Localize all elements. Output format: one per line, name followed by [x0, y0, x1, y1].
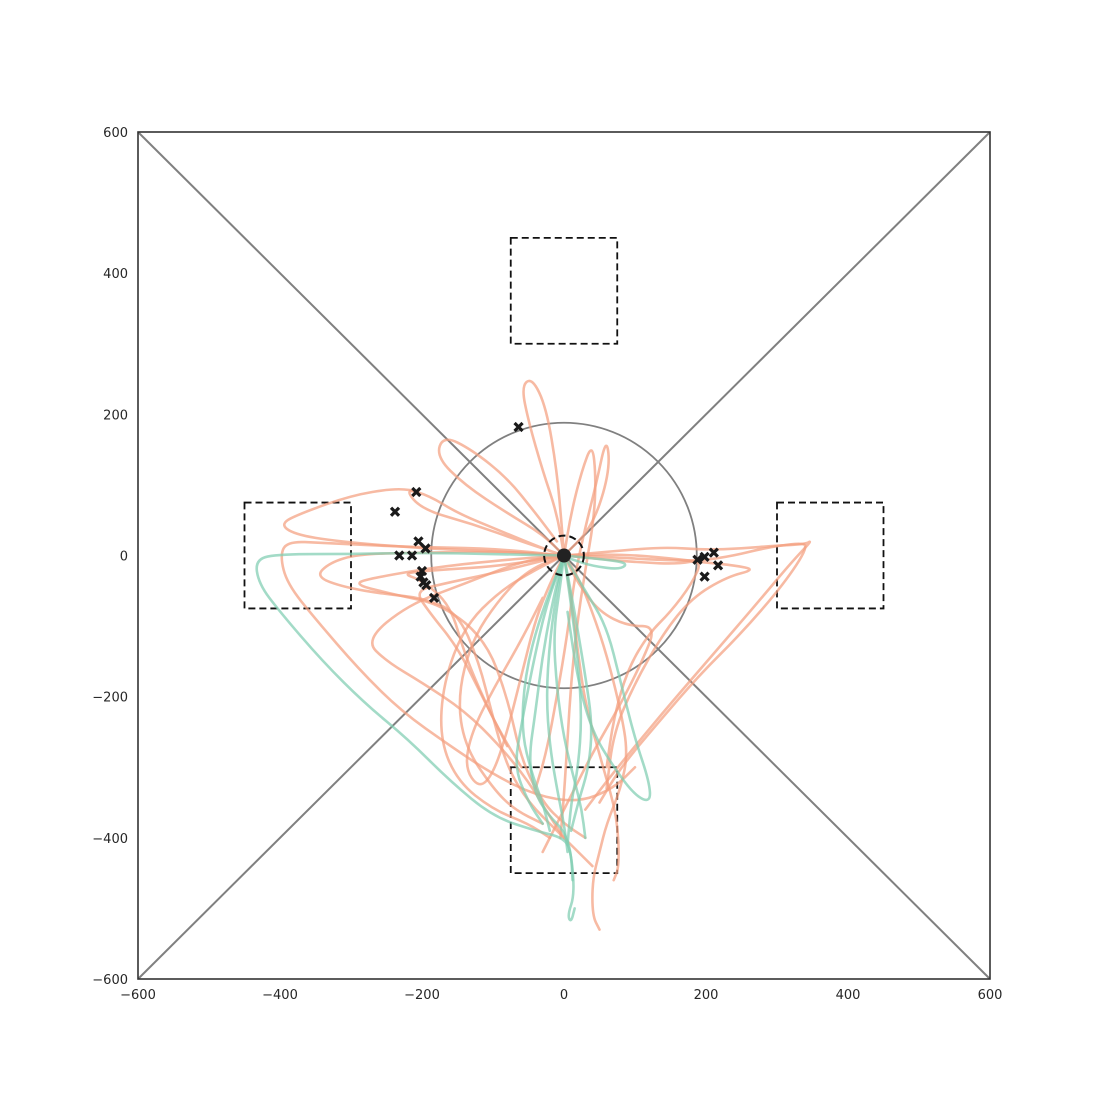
- end-marker: [708, 547, 719, 558]
- y-tick-label: 600: [103, 126, 128, 141]
- trajectory-line: [559, 449, 597, 840]
- trajectory-line: [437, 438, 566, 557]
- trajectory-line: [458, 554, 566, 826]
- end-marker: [406, 550, 418, 561]
- trajectory-line: [553, 554, 587, 840]
- trajectory-line: [562, 554, 700, 769]
- y-tick-label: −200: [92, 691, 128, 706]
- x-tick-label: 600: [978, 988, 1003, 1003]
- y-tick-label: 200: [103, 408, 128, 423]
- end-marker: [428, 592, 440, 603]
- y-tick-labels: −600 −400 −200 0 200 400 600: [92, 126, 128, 988]
- trajectory-line: [282, 487, 566, 557]
- y-tick-label: −400: [92, 832, 128, 847]
- end-marker: [712, 560, 724, 571]
- target-box: [509, 236, 619, 345]
- trajectory-line: [562, 554, 628, 931]
- trajectory-line: [545, 554, 569, 854]
- x-tick-label: 200: [694, 988, 719, 1003]
- end-marker: [699, 571, 710, 582]
- trajectory-line: [562, 540, 812, 811]
- target-box: [776, 501, 885, 610]
- end-marker: [420, 543, 431, 554]
- x-tick-label: 0: [560, 988, 568, 1003]
- trajectory-line: [562, 554, 593, 833]
- end-marker: [389, 506, 401, 517]
- reach-circle: [430, 421, 698, 690]
- center-target: [543, 534, 585, 577]
- trajectory-line: [562, 553, 751, 790]
- trajectory-line: [534, 444, 610, 790]
- end-marker: [421, 580, 432, 591]
- x-tick-label: −200: [404, 988, 440, 1003]
- start-zone-circle: [543, 534, 585, 577]
- trajectory-line: [562, 554, 652, 802]
- trajectory-line: [521, 554, 566, 833]
- trajectory-line: [371, 554, 566, 840]
- trajectory-line: [562, 554, 627, 570]
- trajectory-series: [255, 379, 812, 931]
- trajectory-line: [418, 554, 566, 769]
- trajectory-line: [541, 554, 653, 854]
- center-marker: [557, 548, 571, 563]
- end-marker: [415, 571, 426, 582]
- y-tick-label: 400: [103, 267, 128, 282]
- plot-frame: [137, 131, 991, 980]
- x-tick-label: 400: [836, 988, 861, 1003]
- end-marker: [394, 550, 405, 561]
- trajectory-line: [562, 554, 583, 847]
- trajectory-line: [522, 379, 566, 557]
- end-marker: [692, 554, 703, 565]
- y-tick-label: 0: [120, 550, 128, 565]
- end-markers: [389, 421, 724, 603]
- x-tick-label: −400: [262, 988, 298, 1003]
- end-marker: [411, 486, 422, 498]
- y-tick-label: −600: [92, 973, 128, 988]
- x-tick-label: −600: [120, 988, 156, 1003]
- end-marker: [413, 536, 424, 547]
- end-marker: [699, 551, 710, 563]
- x-tick-labels: −600 −400 −200 0 200 400 600: [120, 988, 1002, 1003]
- trajectory-line: [465, 554, 566, 786]
- trajectory-line: [439, 554, 566, 840]
- end-marker: [513, 421, 524, 433]
